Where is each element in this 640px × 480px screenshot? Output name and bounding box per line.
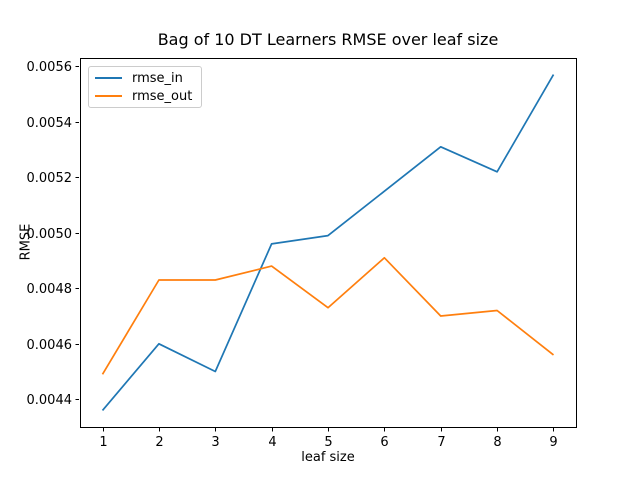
- y-tick-label: 0.0056: [27, 60, 73, 75]
- x-axis-label: leaf size: [301, 450, 355, 465]
- legend-line-sample-rmse-out: [95, 95, 122, 97]
- x-tick-label: 6: [380, 435, 388, 450]
- x-tick-label: 3: [211, 435, 219, 450]
- y-tick-label: 0.0048: [27, 282, 73, 297]
- y-tick-label: 0.0046: [27, 338, 73, 353]
- legend-item-rmse-out: rmse_out: [95, 88, 201, 105]
- y-tick-label: 0.0054: [27, 116, 73, 131]
- y-tick-label: 0.0044: [27, 393, 73, 408]
- chart-title: Bag of 10 DT Learners RMSE over leaf siz…: [157, 30, 499, 49]
- x-tick-label: 9: [549, 435, 557, 450]
- x-tick-label: 5: [324, 435, 332, 450]
- legend-label-rmse-out: rmse_out: [132, 88, 193, 104]
- x-tick-label: 7: [437, 435, 445, 450]
- series-line-rmse_in: [101, 74, 555, 411]
- y-axis-label: RMSE: [18, 223, 34, 261]
- x-tick-label: 4: [268, 435, 276, 450]
- y-tick-label: 0.0050: [27, 227, 73, 242]
- x-tick-label: 8: [493, 435, 501, 450]
- y-tick-label: 0.0052: [27, 171, 73, 186]
- legend-label-rmse-in: rmse_in: [132, 70, 183, 86]
- x-tick-label: 2: [155, 435, 163, 450]
- axes-frame: [80, 58, 577, 428]
- series-line-rmse_out: [101, 256, 555, 375]
- x-tick-label: 1: [99, 435, 107, 450]
- legend: rmse_in rmse_out: [88, 66, 202, 108]
- legend-item-rmse-in: rmse_in: [95, 70, 201, 87]
- legend-line-sample-rmse-in: [95, 77, 122, 79]
